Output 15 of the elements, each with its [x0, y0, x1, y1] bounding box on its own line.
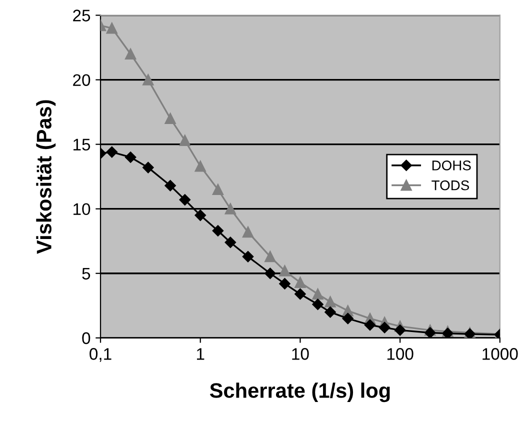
- y-tick-label: 0: [82, 332, 90, 344]
- y-tick-label: 5: [82, 268, 90, 280]
- x-tick-label: 1: [196, 348, 204, 360]
- x-tick-label: 100: [387, 348, 414, 360]
- x-tick-label: 10: [292, 348, 309, 360]
- y-tick-label: 25: [73, 10, 90, 22]
- x-tick-label: 1000: [482, 348, 518, 360]
- x-tick-label: 0,1: [90, 348, 112, 362]
- y-tick-label: 15: [74, 138, 90, 151]
- x-axis-title: Scherrate (1/s) log: [210, 382, 390, 402]
- y-tick-label: 10: [74, 203, 90, 216]
- y-tick-label: 20: [73, 74, 90, 86]
- y-axis-title: Viskosität (Pas): [36, 100, 56, 254]
- legend-label: TODS: [432, 180, 469, 190]
- legend-label: DOHS: [432, 160, 471, 170]
